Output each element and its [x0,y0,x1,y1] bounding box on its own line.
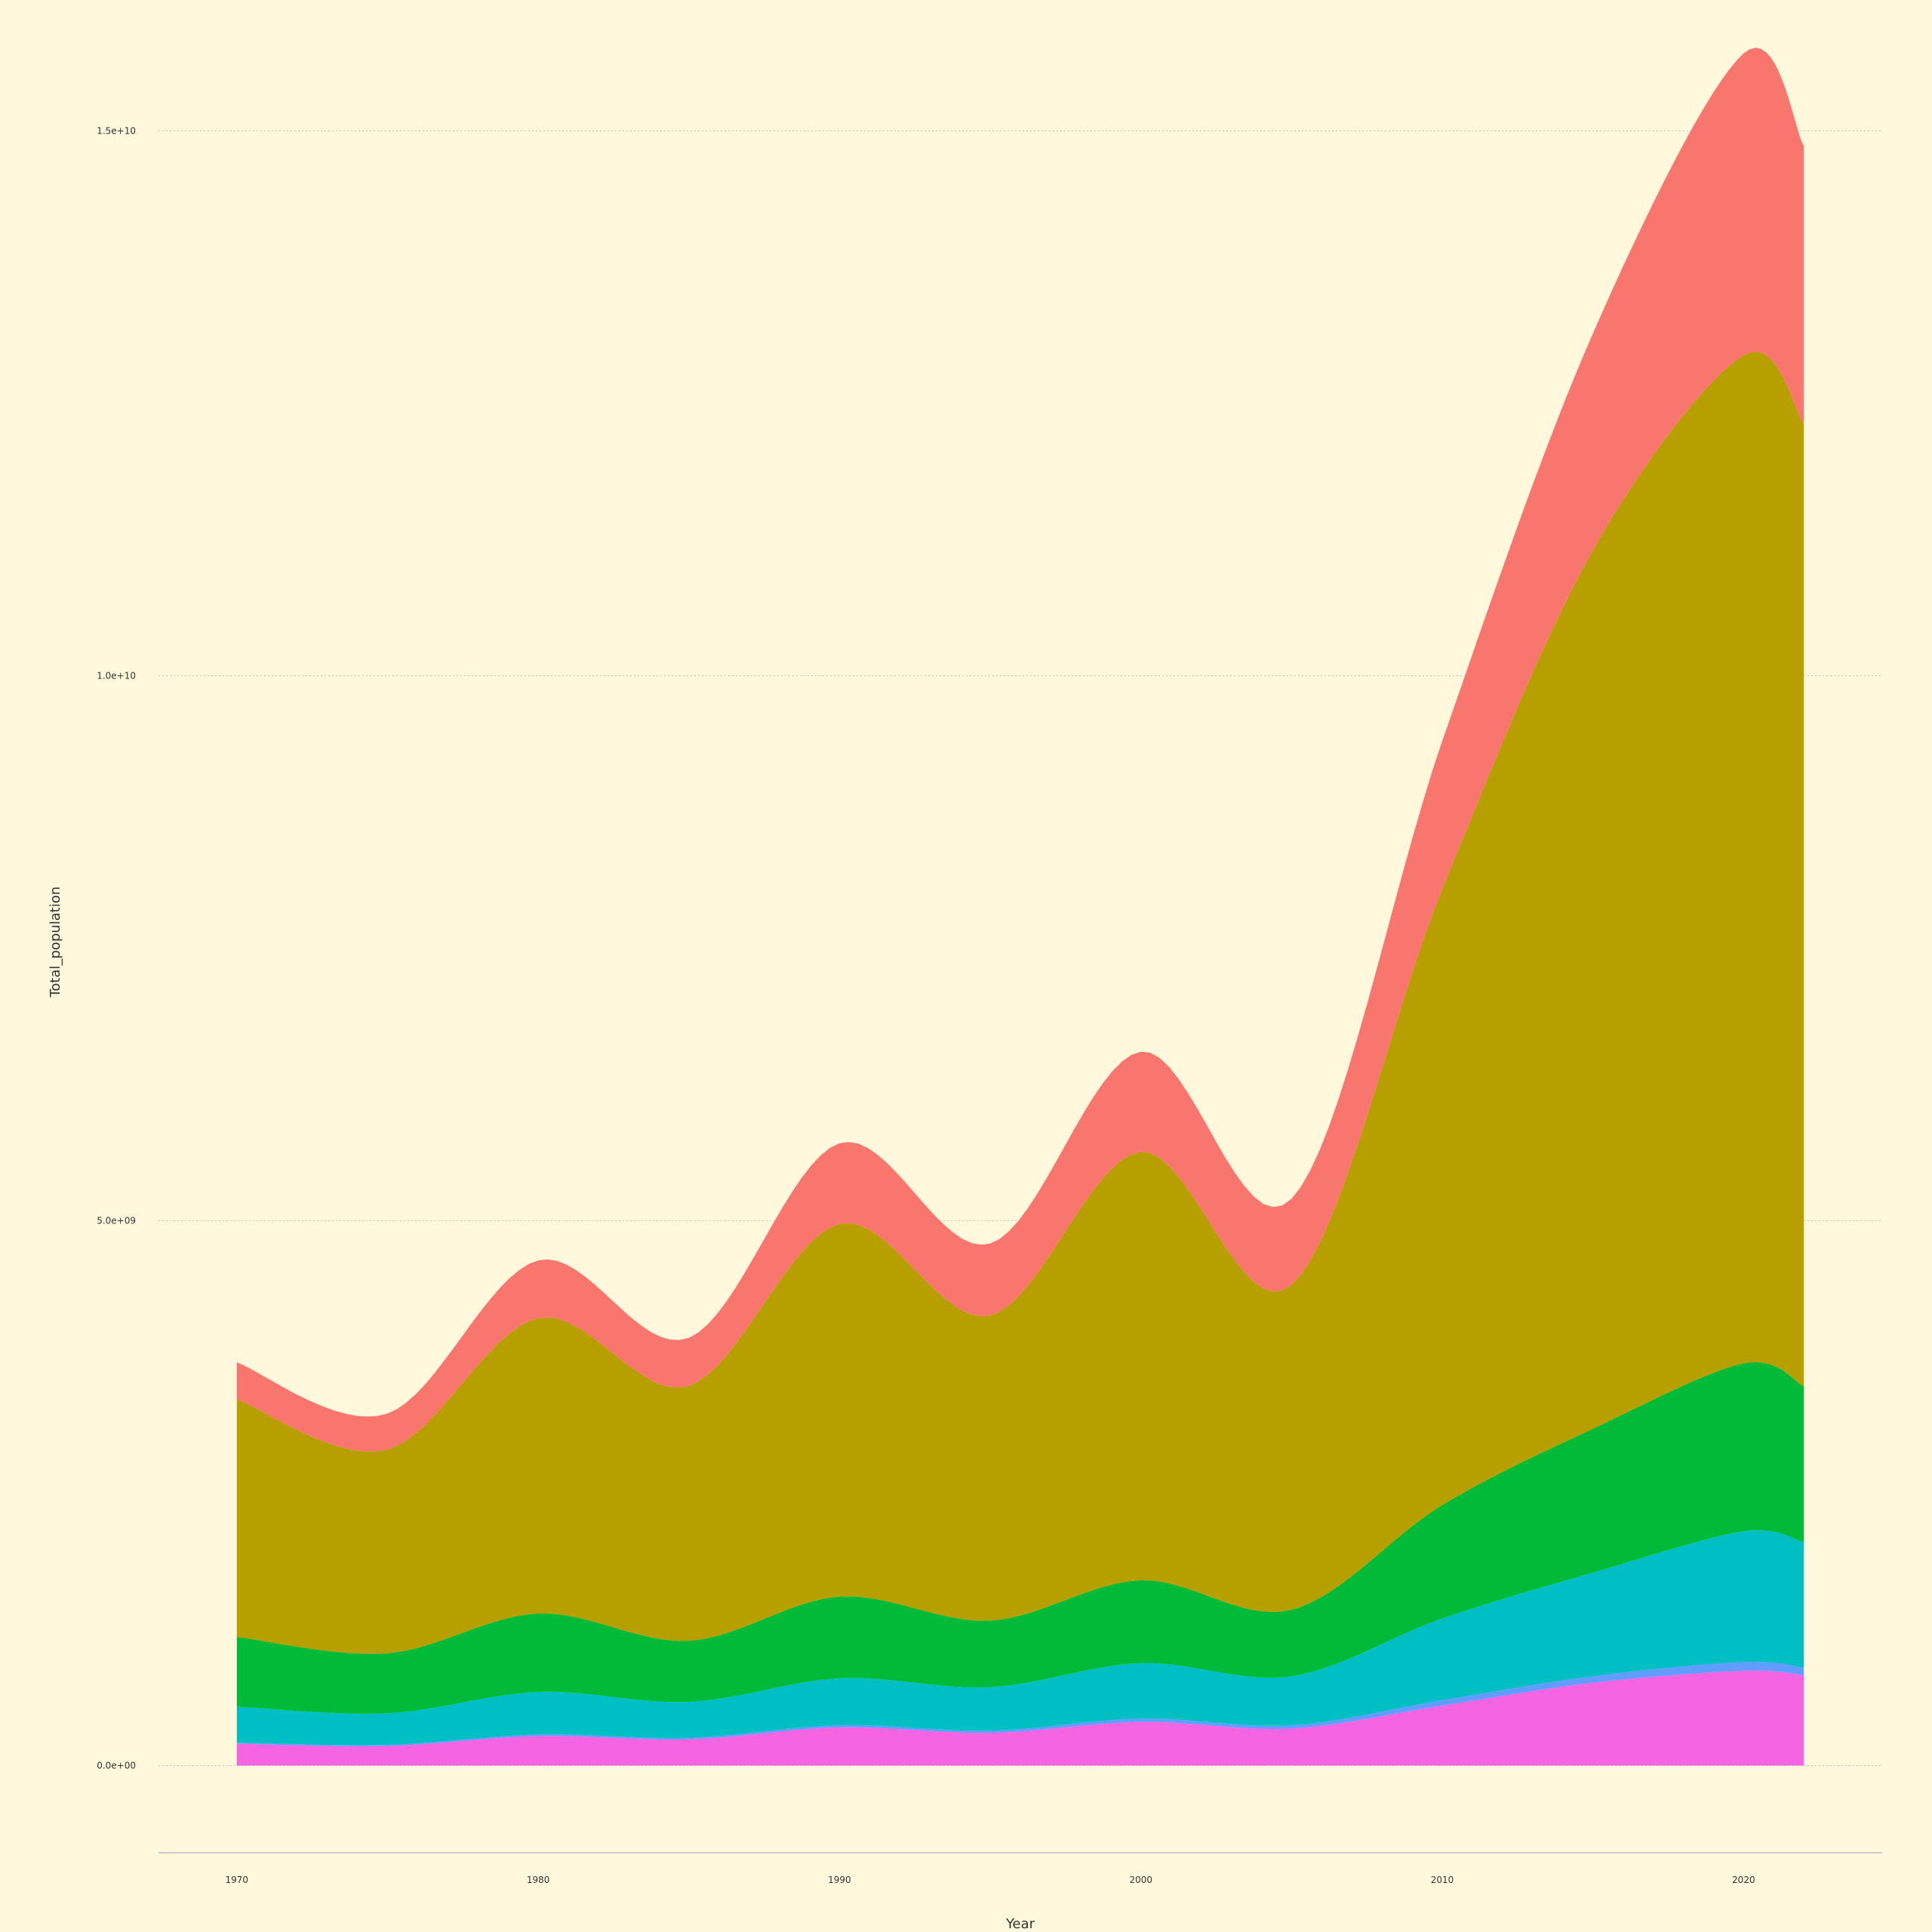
area-series-3 [236,1362,1804,1714]
x-tick-label: 1990 [828,1875,851,1885]
x-tick-label: 1970 [226,1875,249,1885]
area-series-1 [236,1662,1804,1746]
area-series-5 [236,48,1804,1452]
y-tick-label: 1.5e+10 [97,125,136,136]
y-tick-label: 1.0e+10 [97,670,136,681]
x-tick-labels: 1970 1980 1990 2000 2010 2020 [226,1875,1755,1885]
area-series-0 [236,1670,1804,1766]
x-tick-label: 2010 [1431,1875,1454,1885]
area-series-4 [236,352,1804,1654]
y-tick-label: 5.0e+09 [97,1215,136,1226]
x-tick-label: 2020 [1732,1875,1755,1885]
area-series-2 [236,1530,1804,1746]
y-tick-labels: 0.0e+00 5.0e+09 1.0e+10 1.5e+10 [97,125,136,1770]
y-axis-title: Total_population [48,887,63,998]
x-tick-label: 2000 [1129,1875,1152,1885]
x-tick-label: 1980 [527,1875,550,1885]
area-series [236,48,1804,1766]
x-axis-title: Year [1005,1916,1035,1932]
y-tick-label: 0.0e+00 [97,1760,136,1770]
